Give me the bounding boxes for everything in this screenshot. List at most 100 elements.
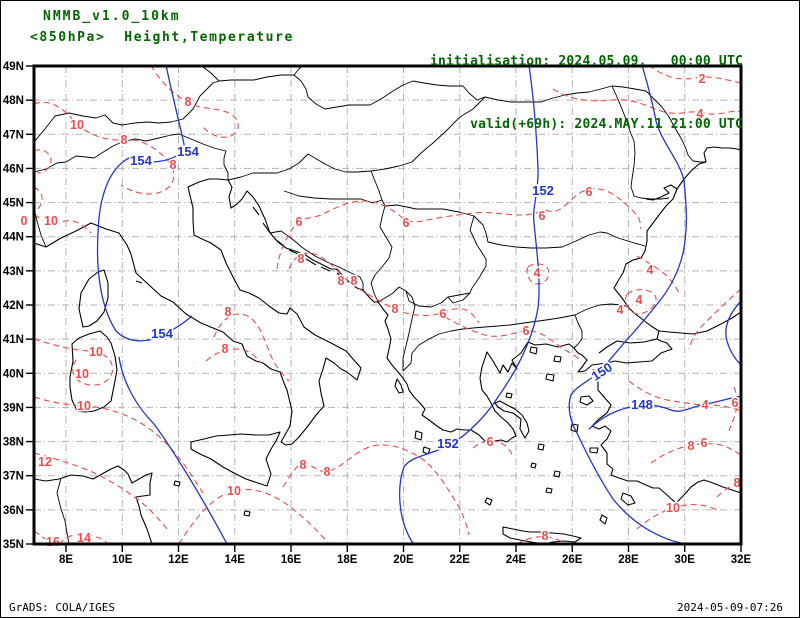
height-contour-148b bbox=[725, 300, 741, 366]
lat-label: 36N bbox=[3, 505, 24, 517]
temp-contour-label: 4 bbox=[534, 266, 541, 280]
lat-label: 35N bbox=[3, 539, 24, 551]
lon-label: 16E bbox=[281, 554, 302, 566]
border-line bbox=[283, 190, 383, 204]
temp-contour bbox=[728, 386, 738, 432]
temp-contour-label: 16 bbox=[46, 535, 60, 549]
temp-contour-label: 6 bbox=[732, 396, 739, 410]
temp-contour-label: 10 bbox=[70, 118, 84, 132]
temp-contour-label: 6 bbox=[487, 435, 494, 449]
temp-contour bbox=[552, 88, 741, 115]
temp-contour bbox=[688, 288, 741, 350]
temp-contour-label: 4 bbox=[617, 303, 624, 317]
temp-contour bbox=[34, 101, 175, 195]
temp-contour-label: 8 bbox=[734, 476, 741, 490]
temp-contour-label: 8 bbox=[170, 158, 177, 172]
island-evia bbox=[494, 400, 530, 439]
island-sardinia bbox=[69, 330, 118, 413]
temp-contour bbox=[34, 396, 204, 494]
temp-contour bbox=[472, 440, 514, 458]
temp-contour-label: 8 bbox=[324, 465, 331, 479]
temp-contour bbox=[34, 338, 114, 386]
height-contour-label: 154 bbox=[177, 144, 199, 159]
lon-label: 22E bbox=[450, 554, 471, 566]
temp-contour bbox=[205, 348, 262, 364]
border-line bbox=[56, 477, 70, 544]
temp-contour-label: 10 bbox=[89, 345, 103, 359]
island-corsica bbox=[78, 269, 109, 328]
temp-contour-label: 10 bbox=[44, 214, 58, 228]
height-contours bbox=[96, 66, 741, 544]
lat-label: 47N bbox=[3, 129, 24, 141]
temp-contour-label: 6 bbox=[586, 185, 593, 199]
temp-contour bbox=[636, 255, 680, 294]
border-line bbox=[269, 230, 364, 290]
border-line bbox=[573, 314, 583, 349]
temp-contour bbox=[34, 149, 52, 174]
temp-contour-label: 6 bbox=[539, 209, 546, 223]
temp-contour-label: 8 bbox=[300, 458, 307, 472]
temperature-contours bbox=[34, 66, 741, 544]
temp-contour bbox=[526, 263, 550, 285]
temp-contour-label: 8 bbox=[338, 274, 345, 288]
temp-contour-label: 10 bbox=[75, 367, 89, 381]
height-contour-152 bbox=[398, 66, 540, 544]
border-line bbox=[447, 292, 471, 298]
coastline-turkey-aegean bbox=[591, 368, 741, 504]
border-line bbox=[370, 205, 393, 303]
temp-contour-label: 10 bbox=[666, 501, 680, 515]
valid-time-label: valid(+69h): 2024.MAY.11 21:00 UTC bbox=[470, 117, 743, 132]
island-crete bbox=[502, 526, 582, 544]
height-contour-label: 152 bbox=[532, 183, 554, 198]
lon-label: 24E bbox=[506, 554, 527, 566]
border-line bbox=[611, 85, 670, 200]
temp-contour bbox=[34, 186, 43, 213]
lat-label: 43N bbox=[3, 266, 24, 278]
temp-contour-label: 10 bbox=[227, 484, 241, 498]
height-contour-150 bbox=[568, 66, 688, 544]
lon-label: 8E bbox=[59, 554, 73, 566]
border-line bbox=[370, 170, 646, 249]
coastline-italy bbox=[34, 178, 362, 446]
height-contour-148 bbox=[588, 395, 741, 430]
temp-contour bbox=[628, 380, 741, 412]
temp-contour-label: 8 bbox=[185, 95, 192, 109]
height-contour-154b bbox=[118, 356, 228, 544]
temp-contour-label: 2 bbox=[699, 72, 706, 86]
lat-label: 46N bbox=[3, 163, 24, 175]
creation-timestamp: 2024-05-09-07:26 bbox=[677, 601, 783, 614]
temp-contour-label: 12 bbox=[38, 455, 52, 469]
temp-contour bbox=[636, 504, 718, 530]
temp-contour bbox=[276, 188, 642, 270]
lon-label: 10E bbox=[112, 554, 133, 566]
temp-contour bbox=[516, 536, 568, 544]
temp-contour-label: 6 bbox=[296, 215, 303, 229]
border-line bbox=[402, 303, 630, 372]
grads-credit: GrADS: COLA/IGES bbox=[9, 601, 115, 614]
temp-contour bbox=[282, 444, 470, 536]
temp-contour-label: 4 bbox=[636, 293, 643, 307]
height-contour-label: 154 bbox=[151, 326, 173, 341]
init-time-label: initialisation: 2024.05.09. 00:00 UTC bbox=[429, 54, 743, 69]
island-sicily bbox=[190, 431, 281, 487]
temp-contour-label: 8 bbox=[688, 439, 695, 453]
lat-label: 48N bbox=[3, 95, 24, 107]
border-line bbox=[218, 74, 706, 163]
country-borders bbox=[34, 66, 706, 544]
border-line bbox=[34, 133, 229, 180]
coastlines bbox=[34, 146, 741, 544]
temp-contour-label: 8 bbox=[351, 274, 358, 288]
temp-contour-label: 8 bbox=[392, 302, 399, 316]
lat-label: 39N bbox=[3, 402, 24, 414]
axis-layer: 49N 48N 47N 46N 45N 44N 43N 42N 41N 40N 39N 38N 37N 3… bbox=[3, 61, 752, 566]
lat-label: 41N bbox=[3, 334, 24, 346]
coastline-north-africa bbox=[34, 465, 153, 544]
temp-contour-label: 8 bbox=[222, 342, 229, 356]
temp-contour bbox=[178, 488, 330, 544]
temp-contour-label: 6 bbox=[701, 436, 708, 450]
lon-label: 18E bbox=[337, 554, 358, 566]
lon-label: 32E bbox=[731, 554, 752, 566]
border-line bbox=[402, 290, 416, 371]
temp-contour bbox=[34, 214, 92, 234]
